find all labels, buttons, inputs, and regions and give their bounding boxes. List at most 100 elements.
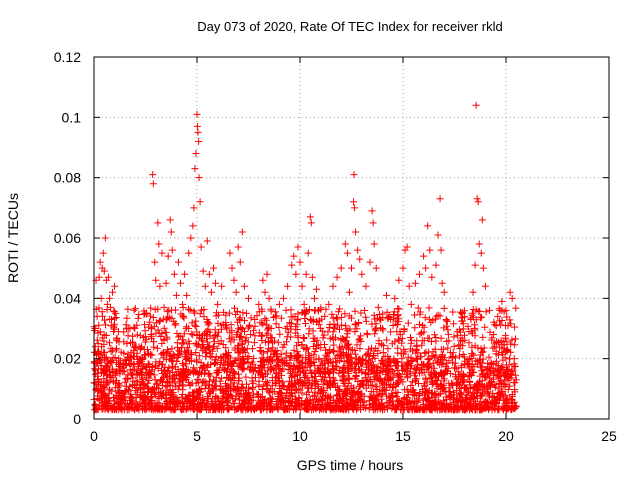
data-point <box>205 270 213 278</box>
x-tick-label: 25 <box>601 428 617 444</box>
data-point <box>154 219 162 227</box>
data-point <box>395 276 403 284</box>
data-point <box>399 264 407 272</box>
data-point <box>105 294 113 302</box>
data-point <box>284 282 292 290</box>
data-point <box>127 349 135 357</box>
data-point <box>369 219 377 227</box>
data-point <box>166 216 174 224</box>
data-point <box>481 282 489 290</box>
data-point <box>378 325 386 332</box>
data-point <box>383 291 391 299</box>
data-point <box>292 270 300 278</box>
data-point <box>426 246 434 254</box>
data-point <box>440 288 448 296</box>
data-point <box>372 264 380 272</box>
data-point <box>403 243 411 251</box>
y-tick-label: 0.12 <box>54 49 81 65</box>
data-point <box>368 207 376 215</box>
data-point <box>469 288 477 296</box>
data-point <box>240 282 248 290</box>
data-point <box>203 237 211 245</box>
data-point <box>374 303 382 311</box>
data-point <box>343 249 351 257</box>
data-point <box>101 234 109 242</box>
data-point <box>162 279 170 287</box>
data-point <box>294 243 302 251</box>
data-point <box>99 249 107 257</box>
data-point <box>234 243 242 251</box>
scatter-points <box>90 101 520 411</box>
data-point <box>459 376 467 384</box>
x-tick-label: 5 <box>193 428 201 444</box>
y-tick-label: 0.06 <box>54 230 81 246</box>
data-point <box>422 264 430 272</box>
data-point <box>149 171 157 179</box>
data-point <box>232 288 240 296</box>
data-point <box>218 282 226 290</box>
data-point <box>209 264 217 272</box>
data-point <box>238 228 246 236</box>
data-point <box>337 264 345 272</box>
data-point <box>479 264 487 272</box>
data-point <box>197 243 205 251</box>
data-point <box>109 288 117 296</box>
data-point <box>317 325 325 332</box>
data-point <box>259 276 267 284</box>
data-point <box>424 222 432 230</box>
data-point <box>329 282 337 290</box>
data-point <box>341 240 349 248</box>
axis-ticks: 0 5 10 15 20 25 0 0.02 0.04 0.06 0.08 0.1 0.12 <box>54 49 617 444</box>
data-point <box>461 361 469 369</box>
data-point <box>201 282 209 290</box>
data-point <box>228 264 236 272</box>
data-point <box>181 270 189 278</box>
data-point <box>94 340 102 348</box>
data-point <box>498 297 506 305</box>
data-point <box>195 137 203 145</box>
dense-scatter-band <box>90 304 520 414</box>
data-point <box>490 331 498 339</box>
data-point <box>356 255 364 263</box>
data-point <box>352 228 360 236</box>
y-tick-label: 0 <box>73 411 81 427</box>
data-point <box>251 315 259 323</box>
data-point <box>494 312 502 320</box>
data-point <box>91 325 99 332</box>
data-point <box>187 234 195 242</box>
y-axis-label: ROTI / TECUs <box>5 193 21 283</box>
data-point <box>139 334 147 342</box>
data-point <box>152 276 160 284</box>
data-point <box>465 328 473 336</box>
data-point <box>504 321 512 329</box>
data-point <box>222 318 230 326</box>
data-point <box>170 270 178 278</box>
data-point <box>174 258 182 266</box>
data-point <box>190 204 198 212</box>
data-point <box>478 216 486 224</box>
data-point <box>226 249 234 257</box>
data-point <box>471 261 479 269</box>
data-point <box>119 364 127 372</box>
data-point <box>193 110 201 118</box>
data-point <box>512 376 520 384</box>
data-point <box>148 325 156 332</box>
data-point <box>296 258 304 266</box>
data-point <box>308 273 316 281</box>
data-point <box>350 198 358 206</box>
data-point <box>106 303 114 311</box>
data-point <box>438 279 446 287</box>
x-axis-label: GPS time / hours <box>297 457 404 473</box>
data-point <box>168 246 176 254</box>
data-point <box>472 101 480 109</box>
data-point <box>135 358 143 366</box>
data-point <box>131 343 139 351</box>
data-point <box>191 165 199 173</box>
data-point <box>455 373 463 381</box>
data-point <box>362 282 370 290</box>
data-point <box>230 276 238 284</box>
data-point <box>261 288 269 296</box>
data-point <box>245 294 252 302</box>
data-point <box>214 300 222 308</box>
data-point <box>183 291 191 299</box>
